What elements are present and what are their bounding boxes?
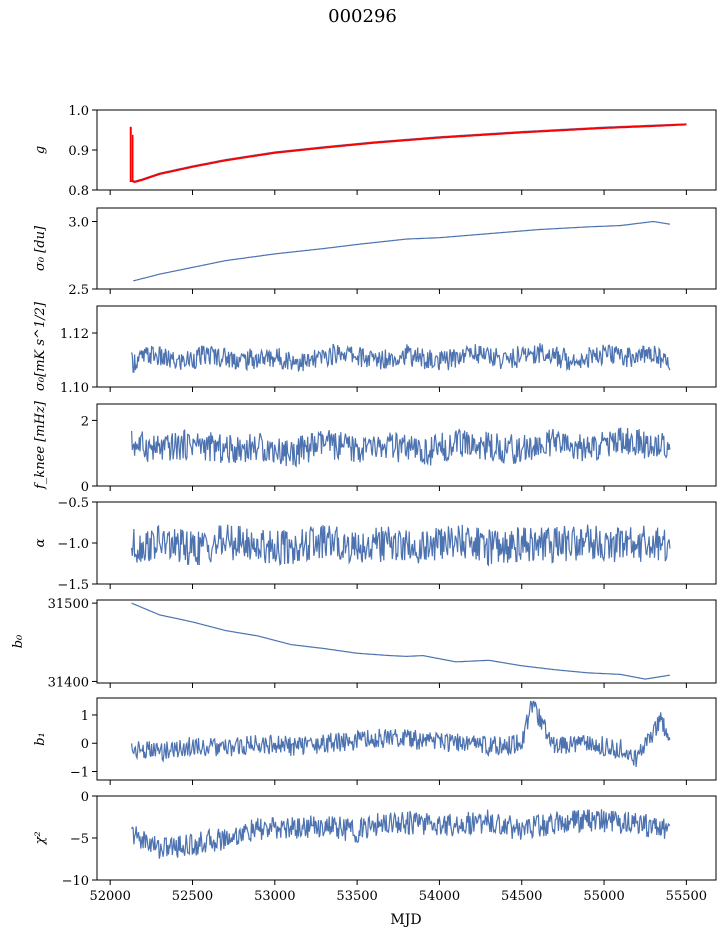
y-tick-label: −1 <box>70 766 89 781</box>
y-tick-label: 1.0 <box>68 104 89 119</box>
y-tick-label: 0 <box>81 790 89 805</box>
y-axis-label: g <box>33 146 48 154</box>
axes-frame <box>96 109 717 191</box>
y-tick-label: −0.5 <box>57 496 89 511</box>
x-tick-label: 54000 <box>419 889 460 904</box>
y-tick-label: 0 <box>81 480 89 495</box>
y-axis-label: α <box>33 538 48 547</box>
subplot-2: 2.5 3.0 σ₀ [du] <box>33 207 717 298</box>
y-tick-label: 0.8 <box>68 184 89 199</box>
axes-frame <box>96 207 717 290</box>
subplot-1: 0.8 0.9 1.0 g <box>33 104 717 199</box>
series-line-1 <box>131 700 671 768</box>
subplot-4: 0 2 f_knee [mHz] <box>33 400 717 495</box>
x-tick-label: 55500 <box>666 889 707 904</box>
y-tick-label: 1.12 <box>60 327 89 342</box>
y-tick-label: −5 <box>70 832 89 847</box>
x-tick-label: 52000 <box>89 889 130 904</box>
y-tick-label: −1.5 <box>57 578 89 593</box>
x-tick-label: 54500 <box>501 889 542 904</box>
y-axis-label: f_knee [mHz] <box>33 400 48 490</box>
subplot-6: 31400 31500 b₀ <box>11 597 717 690</box>
subplot-3: 1.10 1.12 σ₀[mK s^1/2] <box>33 301 717 396</box>
axes-frame <box>96 403 717 487</box>
axes-frame <box>96 599 717 684</box>
axes-frame <box>96 305 717 388</box>
y-tick-label: 0.9 <box>68 144 89 159</box>
series-line-1 <box>131 427 671 468</box>
subplot-7: −1 0 1 b₁ <box>33 697 717 785</box>
y-tick-label: 1.10 <box>60 381 89 396</box>
subplot-5: −1.5 −1.0 −0.5 α <box>33 496 717 593</box>
y-tick-label: 31400 <box>48 675 89 690</box>
series-line-1 <box>131 343 671 373</box>
y-tick-label: 3.0 <box>68 216 89 231</box>
y-tick-label: 2.5 <box>68 283 89 298</box>
subplot-8: −10 −5 0 52000 52500 53000 53500 54000 54500 5500… <box>33 790 717 904</box>
y-tick-label: 0 <box>81 737 89 752</box>
series-line-1 <box>131 123 687 182</box>
y-axis-label: σ₀ [du] <box>33 225 48 271</box>
x-axis-label: MJD <box>390 912 421 928</box>
y-tick-label: 31500 <box>48 597 89 612</box>
y-axis-label: b₁ <box>33 732 48 746</box>
series-line-1 <box>131 524 671 567</box>
y-tick-label: −10 <box>62 874 89 889</box>
y-tick-label: −1.0 <box>57 537 89 552</box>
x-tick-label: 53500 <box>336 889 377 904</box>
series-line-1 <box>131 602 670 680</box>
y-axis-label: σ₀[mK s^1/2] <box>33 301 48 391</box>
x-tick-label: 55000 <box>583 889 624 904</box>
series-line-2 <box>131 123 687 184</box>
x-tick-label: 53000 <box>254 889 295 904</box>
axes-frame <box>96 697 717 781</box>
y-tick-label: 1 <box>81 709 89 724</box>
y-axis-label: b₀ <box>11 634 26 648</box>
series-line-1 <box>133 220 670 282</box>
x-tick-label: 52500 <box>172 889 213 904</box>
y-axis-label: χ² <box>33 831 48 845</box>
series-line-1 <box>131 809 671 859</box>
y-tick-label: 2 <box>81 414 89 429</box>
figure-title: 000296 <box>328 6 397 27</box>
